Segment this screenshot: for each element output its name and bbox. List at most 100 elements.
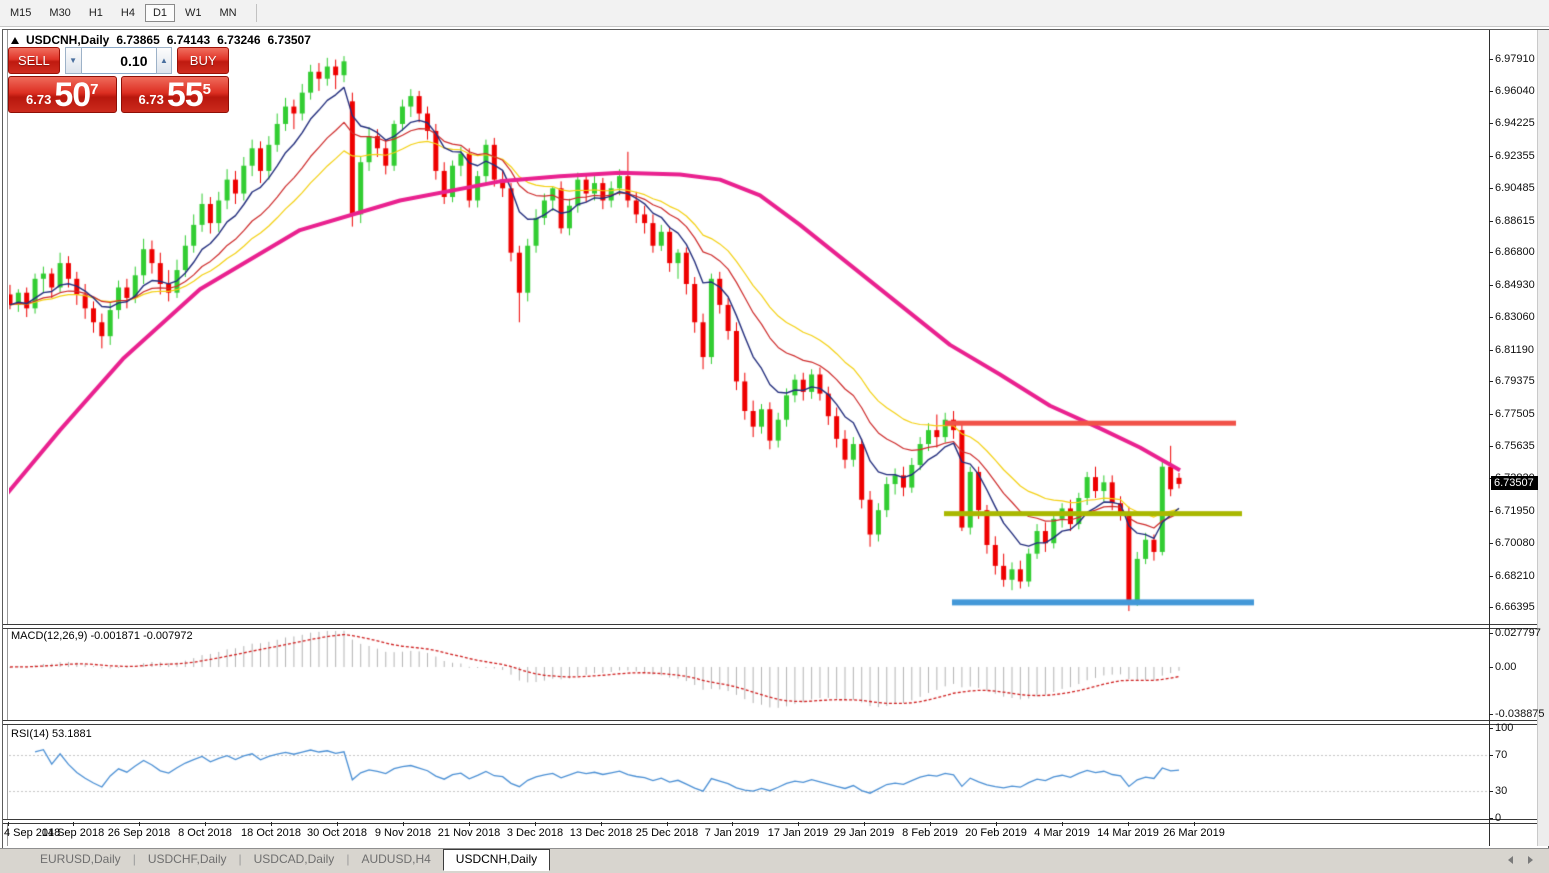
date-axis-label: 30 Oct 2018 <box>307 827 367 839</box>
price-axis-tick <box>1489 607 1493 608</box>
price-axis-tick <box>1489 446 1493 447</box>
rsi-axis-label: 100 <box>1495 722 1514 734</box>
sell-button[interactable]: SELL <box>8 47 60 74</box>
price-axis-label: 6.84930 <box>1495 279 1535 291</box>
sell-price-display[interactable]: 6.73 50 7 <box>8 76 117 113</box>
toolbar-separator <box>255 4 257 22</box>
buy-price-display[interactable]: 6.73 55 5 <box>120 76 229 113</box>
collapse-panel-icon[interactable] <box>11 36 19 44</box>
chart-inner-border <box>7 30 8 846</box>
buy-price-prefix: 6.73 <box>138 92 164 107</box>
date-axis-tick <box>1062 822 1063 826</box>
price-axis-label: 6.96040 <box>1495 85 1535 97</box>
timeframe-button-h4[interactable]: H4 <box>120 7 135 19</box>
price-axis-label: 6.66395 <box>1495 601 1535 613</box>
macd-subwindow-canvas[interactable] <box>9 628 1489 722</box>
price-axis-tick <box>1489 188 1493 189</box>
tab-usdcad[interactable]: USDCAD,Daily <box>253 852 335 866</box>
date-axis-tick <box>139 822 140 826</box>
timeframe-toolbar: M15 M30 H1 H4 D1 W1 MN <box>0 0 1549 27</box>
sell-price-prefix: 6.73 <box>26 92 52 107</box>
date-axis-tick <box>798 822 799 826</box>
rsi-subwindow-canvas[interactable] <box>9 725 1489 820</box>
date-axis-tick <box>271 822 272 826</box>
price-axis-tick <box>1489 285 1493 286</box>
timeframe-button-m30[interactable]: M30 <box>49 7 71 19</box>
price-axis-label: 6.81190 <box>1495 344 1534 356</box>
date-axis-tick <box>732 822 733 826</box>
timeframe-button-h1[interactable]: H1 <box>88 7 103 19</box>
lot-decrease-button[interactable]: ▼ <box>64 47 82 74</box>
date-axis-label: 3 Dec 2018 <box>506 827 564 839</box>
date-axis-label: 4 Sep 2018 <box>4 827 61 839</box>
timeframe-button-m15[interactable]: M15 <box>10 7 32 19</box>
lot-increase-button[interactable]: ▲ <box>155 47 173 74</box>
date-axis-label: 18 Oct 2018 <box>241 827 301 839</box>
rsi-axis-tick <box>1489 791 1493 792</box>
macd-axis-tick <box>1489 633 1493 634</box>
price-axis-label: 6.75635 <box>1495 440 1535 452</box>
price-axis-label: 6.68210 <box>1495 570 1535 582</box>
price-axis-tick <box>1489 576 1493 577</box>
ohlc-open: 6.73865 <box>116 33 160 47</box>
tab-usdcnh[interactable]: USDCNH,Daily <box>442 849 551 871</box>
price-axis-tick <box>1489 156 1493 157</box>
tab-eurusd[interactable]: EURUSD,Daily <box>40 852 121 866</box>
pane-divider-macd[interactable] <box>3 624 1547 629</box>
one-click-trading-panel: SELL ▼ ▲ BUY 6.73 50 7 6.73 55 5 <box>8 47 229 113</box>
date-axis-tick <box>601 822 602 826</box>
date-axis-tick <box>535 822 536 826</box>
buy-price-pip: 5 <box>202 81 211 98</box>
price-axis-label: 6.71950 <box>1495 505 1535 517</box>
current-price-tag: 6.73507 <box>1491 476 1538 490</box>
macd-indicator-label: MACD(12,26,9) -0.001871 -0.007972 <box>11 630 193 642</box>
tab-separator: | <box>346 852 350 866</box>
date-axis-label: 8 Feb 2019 <box>902 827 958 839</box>
buy-button[interactable]: BUY <box>177 47 229 74</box>
date-axis-label: 26 Sep 2018 <box>107 827 171 839</box>
macd-axis-label: 0.00 <box>1495 661 1517 673</box>
tab-audusd[interactable]: AUDUSD,H4 <box>361 852 431 866</box>
price-axis-tick <box>1489 91 1493 92</box>
price-axis-label: 6.92355 <box>1495 150 1535 162</box>
price-axis-label: 6.79375 <box>1495 375 1535 387</box>
ohlc-close: 6.73507 <box>267 33 311 47</box>
price-axis-label: 6.90485 <box>1495 182 1535 194</box>
date-axis-tick <box>205 822 206 826</box>
date-axis-tick <box>1128 822 1129 826</box>
date-axis-label: 29 Jan 2019 <box>833 827 895 839</box>
rsi-axis-label: 30 <box>1495 785 1508 797</box>
price-axis-tick <box>1489 317 1493 318</box>
date-axis-label: 4 Mar 2019 <box>1034 827 1090 839</box>
tab-scroll-right-icon[interactable] <box>1528 856 1533 864</box>
price-axis-tick <box>1489 221 1493 222</box>
date-axis-label: 21 Nov 2018 <box>437 827 501 839</box>
price-chart-canvas[interactable] <box>9 30 1489 625</box>
price-axis-label: 6.94225 <box>1495 117 1535 129</box>
tab-scroll-left-icon[interactable] <box>1508 856 1513 864</box>
price-axis-label: 6.77505 <box>1495 408 1535 420</box>
date-axis-tick <box>930 822 931 826</box>
macd-axis-label: 0.027797 <box>1495 627 1541 639</box>
right-edge-strip <box>1537 30 1549 846</box>
price-axis-tick <box>1489 511 1493 512</box>
timeframe-button-w1[interactable]: W1 <box>185 7 202 19</box>
timeframe-button-mn[interactable]: MN <box>219 7 237 19</box>
tab-usdchf[interactable]: USDCHF,Daily <box>147 852 227 866</box>
macd-axis-tick <box>1489 714 1493 715</box>
date-axis-label: 14 Mar 2019 <box>1097 827 1159 839</box>
pane-divider-rsi[interactable] <box>3 720 1547 725</box>
sell-price-main: 50 <box>54 75 91 114</box>
timeframe-button-d1[interactable]: D1 <box>144 4 175 22</box>
date-axis-tick <box>403 822 404 826</box>
price-axis-tick <box>1489 123 1493 124</box>
date-axis-tick <box>996 822 997 826</box>
date-axis-tick <box>864 822 865 826</box>
lot-size-input[interactable] <box>81 47 156 74</box>
date-axis-label: 26 Mar 2019 <box>1163 827 1225 839</box>
rsi-axis-tick <box>1489 755 1493 756</box>
date-axis-tick <box>337 822 338 826</box>
date-axis-label: 7 Jan 2019 <box>704 827 760 839</box>
symbol-label: USDCNH,Daily <box>26 33 110 47</box>
